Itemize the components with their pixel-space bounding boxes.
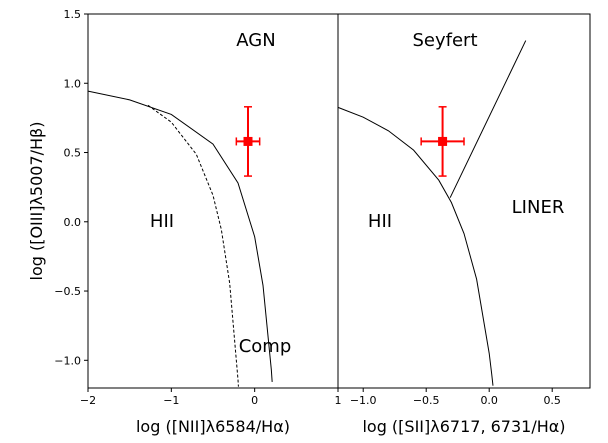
y-tick-label: −1.0	[54, 354, 81, 367]
x-tick-label: 0.5	[543, 394, 561, 407]
plot-frame	[87, 13, 339, 389]
x-tick-label: 0.0	[480, 394, 498, 407]
x-tick-label: −0.5	[413, 394, 440, 407]
plot-frame	[337, 13, 591, 389]
x-axis-label: log ([NII]λ6584/Hα)	[136, 417, 290, 436]
x-tick-label: 1	[335, 394, 342, 407]
curve	[87, 90, 273, 382]
y-tick-label: 0.5	[64, 147, 82, 160]
annotation: Comp	[239, 336, 292, 357]
curve	[337, 106, 494, 386]
annotation: LINER	[512, 197, 565, 218]
x-tick-label: −1	[163, 394, 179, 407]
annotation: Seyfert	[412, 30, 477, 51]
point	[243, 136, 253, 146]
curve	[449, 40, 527, 198]
y-tick-label: 1.5	[64, 8, 82, 21]
x-tick-label: 0	[251, 394, 258, 407]
point	[438, 136, 448, 146]
y-tick-label: 0.0	[64, 216, 82, 229]
curve	[147, 104, 239, 387]
x-axis-label: log ([SII]λ6717, 6731/Hα)	[362, 417, 565, 436]
x-tick-label: −1.0	[350, 394, 377, 407]
y-axis-label: log ([OIII]λ5007/Hβ)	[27, 121, 46, 280]
y-tick-label: −0.5	[54, 285, 81, 298]
x-tick-label: −2	[80, 394, 96, 407]
annotation: HII	[150, 211, 174, 232]
annotation: HII	[368, 211, 392, 232]
annotation: AGN	[236, 30, 275, 51]
y-tick-label: 1.0	[64, 77, 82, 90]
